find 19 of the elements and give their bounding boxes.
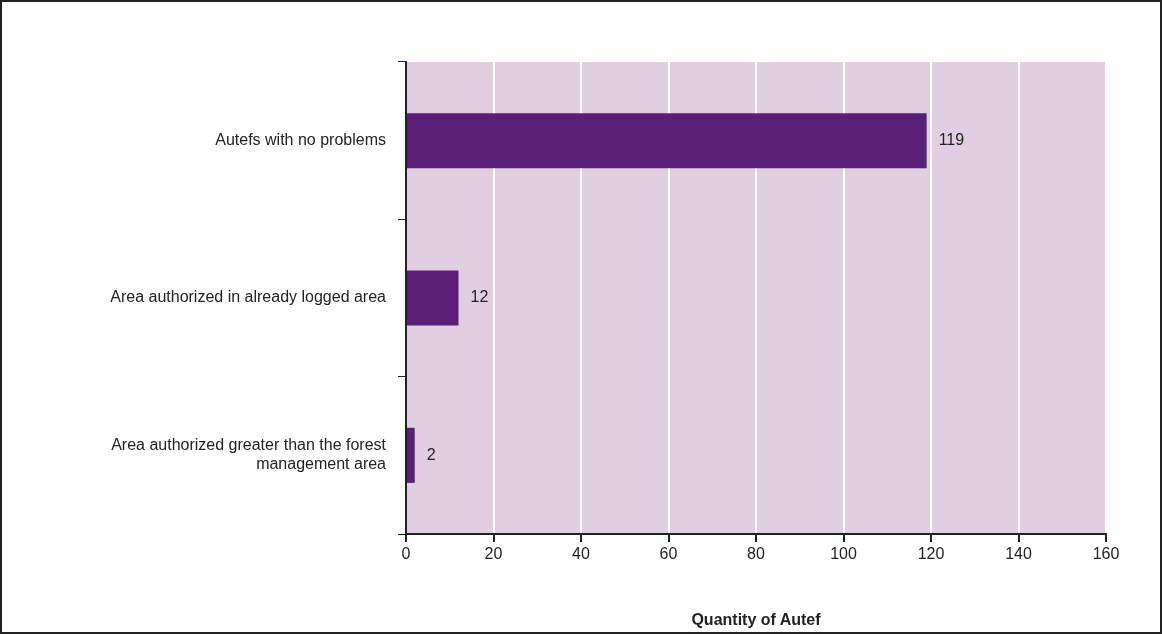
data-label: 119 (938, 131, 965, 149)
x-tick-label: 0 (401, 545, 411, 563)
x-tick-label: 100 (830, 545, 857, 563)
bar (407, 427, 415, 483)
data-label: 12 (470, 288, 489, 306)
x-tick-label: 20 (484, 545, 503, 563)
data-label: 2 (426, 445, 436, 463)
x-tick-label: 40 (572, 545, 590, 563)
x-tick-label: 160 (1092, 545, 1120, 563)
y-tick-label: Area authorized in already logged area (110, 288, 387, 306)
x-tick-label: 60 (659, 545, 678, 563)
x-axis-title: Quantity of Autef (691, 610, 822, 628)
x-tick-label: 140 (1005, 545, 1032, 563)
y-tick-label: Autefs with no problems (215, 131, 386, 149)
x-tick-label: 80 (747, 545, 765, 563)
bar (407, 113, 927, 169)
y-tick-label: Area authorized greater than the forest management area (111, 436, 387, 473)
x-tick-label: 120 (917, 545, 945, 563)
bar (407, 270, 459, 326)
